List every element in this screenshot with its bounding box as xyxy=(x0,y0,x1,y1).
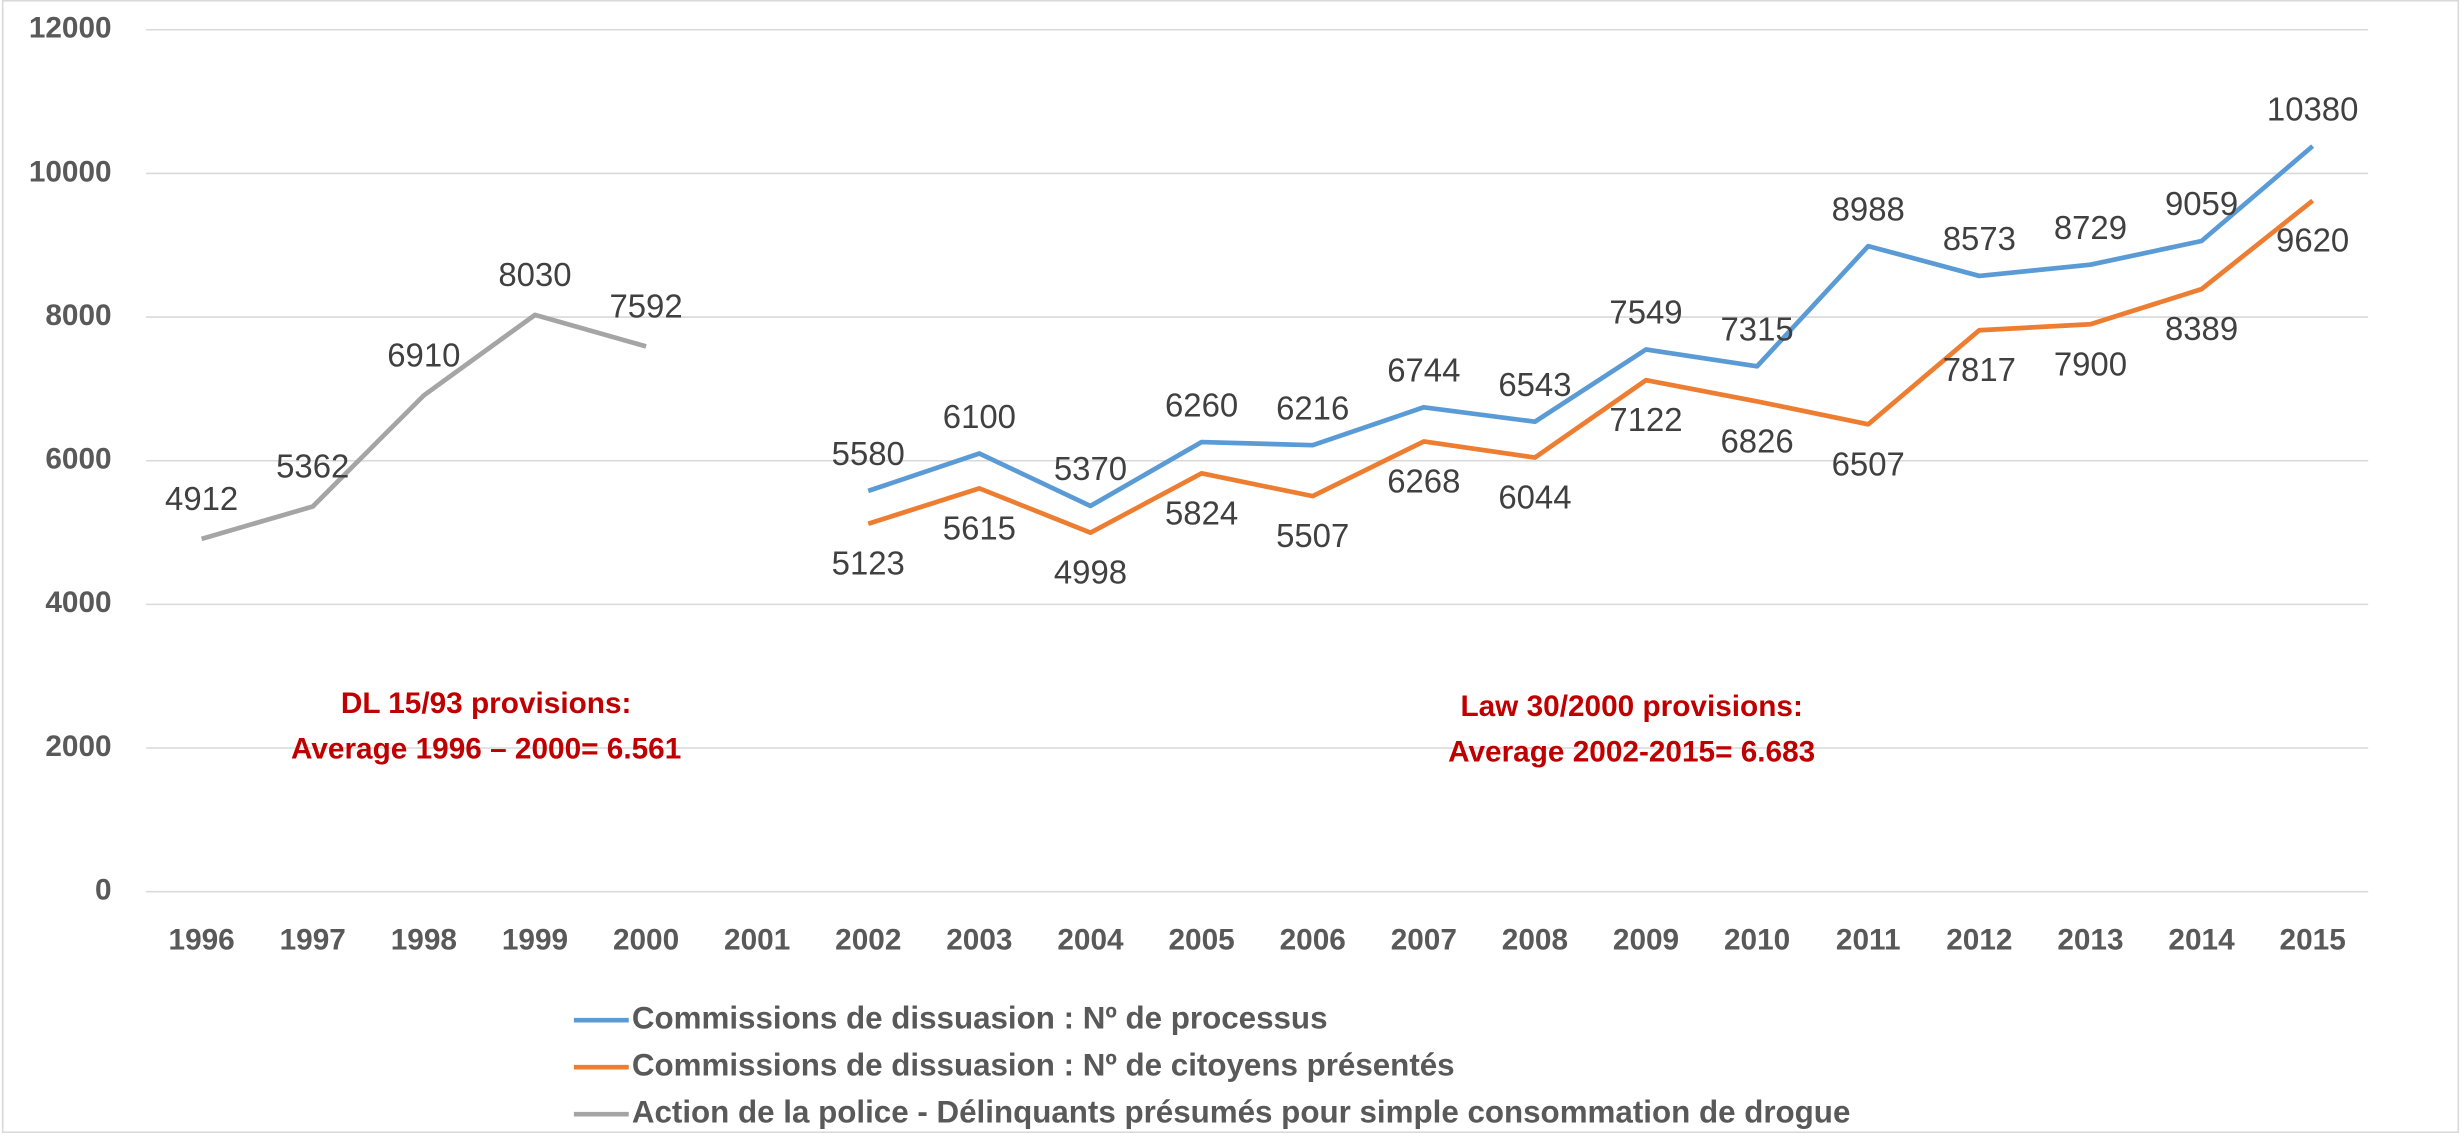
data-label: 8030 xyxy=(498,256,571,293)
x-tick-label: 2015 xyxy=(2280,924,2346,957)
series-line xyxy=(867,144,2315,509)
data-label: 10380 xyxy=(2267,90,2358,127)
data-label: 7900 xyxy=(2054,345,2127,382)
data-label: 4912 xyxy=(165,480,238,517)
annotation: Law 30/2000 provisions: xyxy=(1460,690,1802,723)
y-tick-label: 8000 xyxy=(45,299,111,332)
x-tick-label: 2005 xyxy=(1168,924,1234,957)
legend-label: Action de la police - Délinquants présum… xyxy=(632,1094,1851,1129)
x-tick-label: 1999 xyxy=(502,924,568,957)
x-tick-label: 2012 xyxy=(1946,924,2012,957)
data-label: 6543 xyxy=(1498,366,1571,403)
x-tick-label: 2004 xyxy=(1057,924,1124,957)
x-tick-label: 2013 xyxy=(2057,924,2123,957)
data-label: 6910 xyxy=(387,336,460,373)
x-tick-label: 1998 xyxy=(391,924,457,957)
x-tick-label: 1996 xyxy=(169,924,235,957)
data-label: 6507 xyxy=(1832,445,1905,482)
x-tick-label: 2001 xyxy=(724,924,790,957)
x-tick-label: 2003 xyxy=(946,924,1012,957)
data-label: 8988 xyxy=(1832,190,1905,227)
x-tick-label: 2014 xyxy=(2168,924,2235,957)
data-label: 5615 xyxy=(943,509,1016,546)
series-line xyxy=(867,198,2315,536)
data-label: 9620 xyxy=(2276,222,2349,259)
x-tick-label: 2000 xyxy=(613,924,679,957)
data-label: 8573 xyxy=(1943,220,2016,257)
data-label: 7122 xyxy=(1609,401,1682,438)
data-label: 6744 xyxy=(1387,351,1460,388)
x-tick-label: 2010 xyxy=(1724,924,1790,957)
annotation: Average 1996 – 2000= 6.561 xyxy=(291,732,681,765)
data-label: 6826 xyxy=(1721,422,1794,459)
series-line xyxy=(200,312,647,542)
data-label: 6216 xyxy=(1276,389,1349,426)
y-tick-label: 12000 xyxy=(29,12,112,45)
legend-label: Commissions de dissuasion : Nº de citoye… xyxy=(632,1047,1455,1082)
x-tick-label: 2008 xyxy=(1502,924,1568,957)
data-label: 6260 xyxy=(1165,386,1238,423)
data-label: 5370 xyxy=(1054,450,1127,487)
data-label: 7315 xyxy=(1721,310,1794,347)
data-label: 8729 xyxy=(2054,209,2127,246)
data-label: 5824 xyxy=(1165,494,1238,531)
data-label: 6268 xyxy=(1387,462,1460,499)
data-label: 8389 xyxy=(2165,310,2238,347)
data-label: 5507 xyxy=(1276,517,1349,554)
y-tick-label: 6000 xyxy=(45,443,111,476)
x-tick-label: 2009 xyxy=(1613,924,1679,957)
data-label: 6044 xyxy=(1498,479,1571,516)
annotation: Average 2002-2015= 6.683 xyxy=(1448,736,1815,769)
annotation: DL 15/93 provisions: xyxy=(341,687,632,720)
x-tick-label: 2011 xyxy=(1836,924,1901,957)
data-label: 7592 xyxy=(609,287,682,324)
y-tick-label: 0 xyxy=(95,874,112,907)
x-tick-label: 2007 xyxy=(1391,924,1457,957)
data-label: 6100 xyxy=(943,398,1016,435)
data-label: 5123 xyxy=(832,545,905,582)
legend-label: Commissions de dissuasion : Nº de proces… xyxy=(632,1000,1328,1035)
data-label: 7817 xyxy=(1943,351,2016,388)
data-label: 5362 xyxy=(276,448,349,485)
y-tick-label: 4000 xyxy=(45,586,111,619)
data-label: 7549 xyxy=(1609,294,1682,331)
x-tick-label: 2002 xyxy=(835,924,901,957)
y-tick-label: 2000 xyxy=(45,730,111,763)
data-label: 9059 xyxy=(2165,185,2238,222)
data-label: 4998 xyxy=(1054,554,1127,591)
x-tick-label: 1997 xyxy=(280,924,346,957)
y-tick-label: 10000 xyxy=(29,155,112,188)
x-tick-label: 2006 xyxy=(1280,924,1346,957)
data-label: 5580 xyxy=(832,435,905,472)
